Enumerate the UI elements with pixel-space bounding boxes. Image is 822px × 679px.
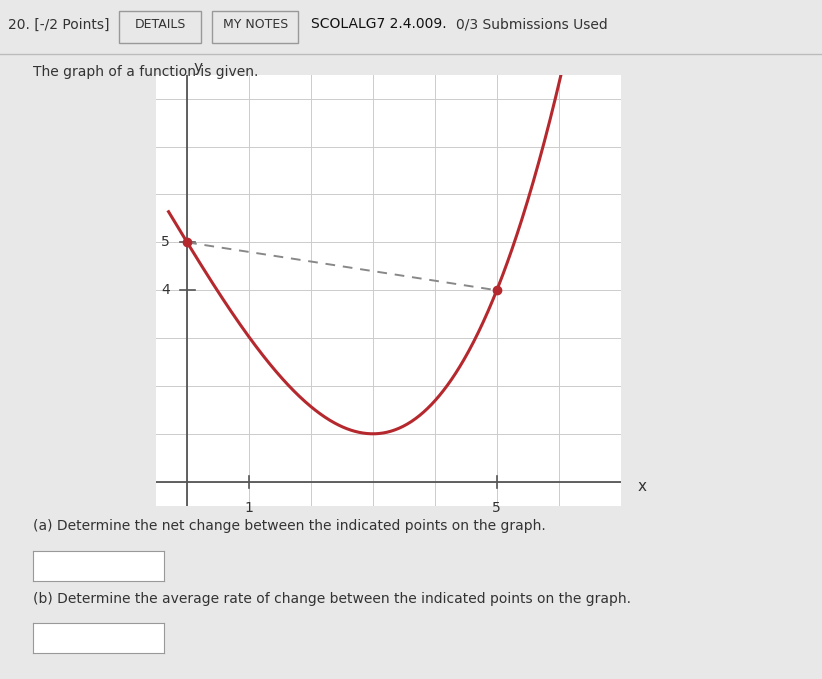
Text: The graph of a function is given.: The graph of a function is given. [33, 65, 258, 79]
Text: 0/3 Submissions Used: 0/3 Submissions Used [456, 18, 608, 31]
Text: y: y [194, 60, 203, 75]
Text: (b) Determine the average rate of change between the indicated points on the gra: (b) Determine the average rate of change… [33, 592, 630, 606]
Text: 5: 5 [492, 501, 501, 515]
Text: MY NOTES: MY NOTES [223, 18, 289, 31]
Text: SCOLALG7 2.4.009.: SCOLALG7 2.4.009. [311, 18, 446, 31]
Text: x: x [638, 479, 647, 494]
Text: 4: 4 [161, 283, 170, 297]
Text: 20. [-/2 Points]: 20. [-/2 Points] [8, 18, 109, 31]
Text: 1: 1 [245, 501, 253, 515]
Text: 5: 5 [161, 236, 170, 249]
FancyBboxPatch shape [119, 11, 201, 43]
Text: (a) Determine the net change between the indicated points on the graph.: (a) Determine the net change between the… [33, 519, 546, 534]
Text: DETAILS: DETAILS [135, 18, 186, 31]
FancyBboxPatch shape [212, 11, 298, 43]
